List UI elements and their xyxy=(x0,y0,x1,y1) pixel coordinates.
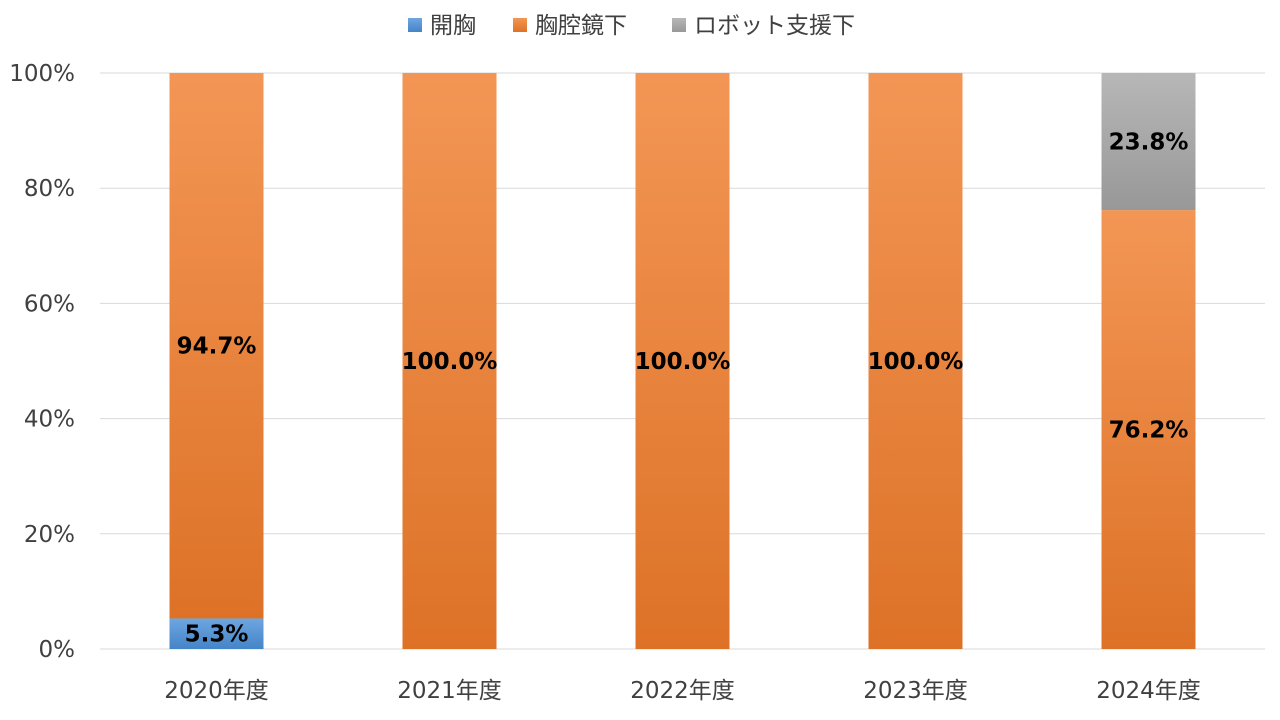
y-tick-label: 80% xyxy=(24,176,75,202)
x-tick-label: 2022年度 xyxy=(630,678,735,704)
legend-item[interactable]: 胸腔鏡下 xyxy=(513,13,627,39)
x-tick-label: 2024年度 xyxy=(1096,678,1201,704)
legend-item[interactable]: ロボット支援下 xyxy=(672,13,855,39)
legend-label: 開胸 xyxy=(430,13,476,39)
data-label: 76.2% xyxy=(1109,418,1189,444)
bar-segment[interactable] xyxy=(169,618,264,649)
bar-segment[interactable] xyxy=(169,73,264,619)
bar-segment[interactable] xyxy=(635,73,730,649)
bar-segment[interactable] xyxy=(1101,210,1196,649)
y-tick-label: 20% xyxy=(24,522,75,548)
legend-swatch xyxy=(513,18,527,32)
legend-item[interactable]: 開胸 xyxy=(408,13,476,39)
x-tick-label: 2023年度 xyxy=(863,678,968,704)
x-axis: 2020年度 2021年度 2022年度 2023年度 2024年度 xyxy=(164,678,1201,704)
y-tick-label: 60% xyxy=(24,291,75,317)
legend-swatch xyxy=(408,18,422,32)
y-tick-label: 40% xyxy=(24,407,75,433)
data-label: 100.0% xyxy=(635,349,731,375)
data-labels-layer: 5.3% 94.7% 100.0% 100.0% 100.0% 76.2% 23.8% xyxy=(177,130,1189,648)
bar-segment[interactable] xyxy=(1101,73,1196,211)
data-label: 5.3% xyxy=(185,622,249,648)
y-tick-label: 100% xyxy=(9,61,75,87)
bar-segment[interactable] xyxy=(402,73,497,649)
bars-layer xyxy=(169,73,1196,649)
x-tick-label: 2021年度 xyxy=(397,678,502,704)
data-label: 100.0% xyxy=(868,349,964,375)
data-label: 94.7% xyxy=(177,334,257,360)
y-axis: 0% 20% 40% 60% 80% 100% xyxy=(9,61,75,663)
legend-swatch xyxy=(672,18,686,32)
legend-label: 胸腔鏡下 xyxy=(535,13,627,39)
x-tick-label: 2020年度 xyxy=(164,678,269,704)
legend[interactable]: 開胸 胸腔鏡下 ロボット支援下 xyxy=(408,13,855,39)
legend-label: ロボット支援下 xyxy=(694,13,855,39)
y-tick-label: 0% xyxy=(39,637,76,663)
bar-segment[interactable] xyxy=(868,73,963,649)
data-label: 100.0% xyxy=(402,349,498,375)
data-label: 23.8% xyxy=(1109,130,1189,156)
